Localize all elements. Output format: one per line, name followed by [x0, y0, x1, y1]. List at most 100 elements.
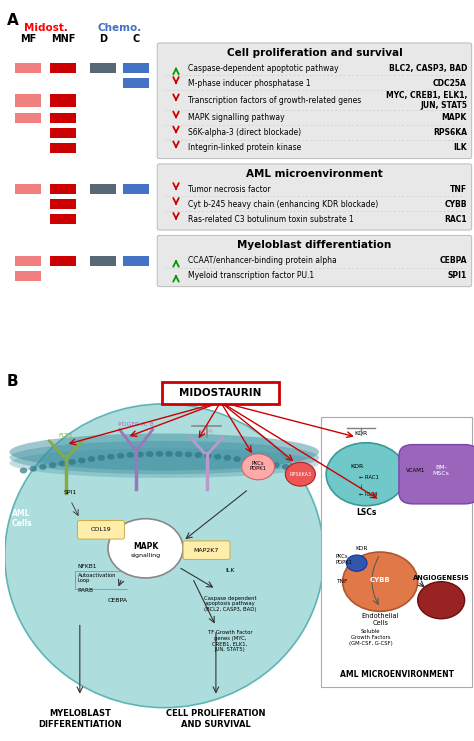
Circle shape — [78, 457, 85, 463]
Circle shape — [301, 468, 309, 473]
Text: MIDOSTAURIN: MIDOSTAURIN — [180, 388, 262, 398]
Text: B: B — [7, 374, 18, 389]
Circle shape — [88, 456, 95, 462]
Text: Cyt b-245 heavy chain (enhancing KDR blockade): Cyt b-245 heavy chain (enhancing KDR blo… — [188, 199, 378, 209]
Text: CCAAT/enhancer-binding protein alpha: CCAAT/enhancer-binding protein alpha — [188, 256, 337, 265]
Bar — [51, 256, 76, 265]
Bar — [15, 63, 41, 73]
Bar — [51, 142, 76, 153]
Bar — [51, 94, 76, 107]
Bar — [51, 185, 76, 194]
FancyBboxPatch shape — [157, 236, 472, 287]
FancyBboxPatch shape — [399, 445, 474, 504]
Text: TF Growth Factor
genes (MYC,
CREB1, ELK1,
JUN, STAT5): TF Growth Factor genes (MYC, CREB1, ELK1… — [208, 630, 252, 652]
Text: Chemo.: Chemo. — [98, 24, 142, 33]
Circle shape — [204, 453, 212, 459]
Text: CEBPA: CEBPA — [439, 256, 467, 265]
Text: KDR: KDR — [200, 429, 213, 434]
Bar — [123, 256, 149, 265]
Text: RPS6KA3: RPS6KA3 — [289, 472, 311, 476]
Circle shape — [214, 453, 221, 459]
Bar — [15, 185, 41, 194]
Text: CYBB: CYBB — [370, 576, 391, 583]
FancyBboxPatch shape — [183, 541, 230, 559]
Bar — [91, 185, 116, 194]
Bar — [15, 256, 41, 265]
Text: Tumor necrosis factor: Tumor necrosis factor — [188, 185, 270, 193]
Circle shape — [233, 456, 241, 462]
Text: ↓: ↓ — [359, 485, 364, 490]
Bar — [123, 79, 149, 88]
Circle shape — [326, 443, 406, 506]
Text: MF: MF — [20, 34, 36, 44]
Text: MAPK signalling pathway: MAPK signalling pathway — [188, 113, 284, 122]
Text: Integrin-linked protein kinase: Integrin-linked protein kinase — [188, 143, 301, 152]
Circle shape — [224, 455, 231, 461]
Text: BM-
MSCs: BM- MSCs — [433, 465, 450, 476]
Text: A: A — [7, 13, 19, 27]
Text: CYBB: CYBB — [445, 199, 467, 209]
Bar — [51, 127, 76, 138]
Bar — [91, 256, 116, 265]
Circle shape — [185, 451, 192, 457]
Text: Ras-related C3 botulinum toxin substrate 1: Ras-related C3 botulinum toxin substrate… — [188, 215, 354, 224]
Text: signalling: signalling — [130, 553, 161, 557]
Text: MAPK: MAPK — [133, 542, 158, 551]
Text: LSCs: LSCs — [356, 508, 376, 516]
Circle shape — [282, 464, 290, 470]
Text: PKCs
PDPK1: PKCs PDPK1 — [336, 554, 353, 565]
Text: CELL PROLIFERATION
AND SURVIVAL: CELL PROLIFERATION AND SURVIVAL — [166, 708, 265, 729]
Text: COL19: COL19 — [91, 528, 111, 532]
Text: KDR: KDR — [355, 546, 368, 551]
Circle shape — [242, 453, 274, 480]
Text: Cell proliferation and survival: Cell proliferation and survival — [227, 47, 402, 58]
Text: KDR: KDR — [355, 431, 368, 436]
Circle shape — [107, 453, 115, 459]
FancyBboxPatch shape — [157, 164, 472, 230]
Circle shape — [243, 457, 251, 463]
Text: SPI1: SPI1 — [64, 491, 77, 495]
Text: S6K-alpha-3 (direct blockade): S6K-alpha-3 (direct blockade) — [188, 128, 301, 137]
Circle shape — [263, 461, 270, 467]
Bar — [15, 113, 41, 123]
Circle shape — [285, 462, 315, 486]
Text: RARB: RARB — [77, 588, 93, 594]
Text: Soluble
Growth Factors
(GM-CSF, G-CSF): Soluble Growth Factors (GM-CSF, G-CSF) — [349, 629, 392, 645]
Ellipse shape — [5, 404, 324, 708]
FancyBboxPatch shape — [77, 520, 124, 539]
Circle shape — [292, 466, 299, 472]
Text: MAP2K7: MAP2K7 — [194, 548, 219, 553]
Text: Myeloid transcription factor PU.1: Myeloid transcription factor PU.1 — [188, 271, 314, 280]
Text: FLT3: FLT3 — [59, 433, 73, 438]
Bar — [51, 214, 76, 224]
Text: PDGFR A, B: PDGFR A, B — [118, 422, 154, 427]
Text: CDC25A: CDC25A — [433, 79, 467, 87]
Text: RPS6KA: RPS6KA — [433, 128, 467, 137]
Circle shape — [253, 459, 260, 465]
FancyBboxPatch shape — [162, 382, 279, 404]
Text: ANGIOGENESIS: ANGIOGENESIS — [413, 575, 469, 581]
Circle shape — [39, 464, 46, 470]
Circle shape — [418, 582, 465, 619]
Text: CEBPA: CEBPA — [108, 598, 128, 602]
Circle shape — [194, 452, 202, 458]
FancyBboxPatch shape — [321, 416, 472, 688]
Circle shape — [127, 452, 134, 458]
Circle shape — [175, 451, 182, 457]
Bar — [15, 94, 41, 107]
Circle shape — [136, 451, 144, 457]
Text: PKCs
PDPK1: PKCs PDPK1 — [250, 461, 267, 471]
Bar — [123, 185, 149, 194]
Text: Autoactivation
Loop: Autoactivation Loop — [77, 573, 116, 583]
Circle shape — [343, 552, 418, 611]
Text: ILK: ILK — [453, 143, 467, 152]
Text: C: C — [133, 34, 140, 44]
Circle shape — [29, 466, 37, 472]
Text: RAC1: RAC1 — [444, 215, 467, 224]
Text: MNF: MNF — [51, 34, 75, 44]
Text: VCAM1: VCAM1 — [406, 468, 425, 473]
Text: MAPK: MAPK — [442, 113, 467, 122]
Text: BLC2, CASP3, BAD: BLC2, CASP3, BAD — [389, 64, 467, 73]
Text: Transcription factors of growth-related genes: Transcription factors of growth-related … — [188, 96, 361, 105]
Bar — [123, 63, 149, 73]
